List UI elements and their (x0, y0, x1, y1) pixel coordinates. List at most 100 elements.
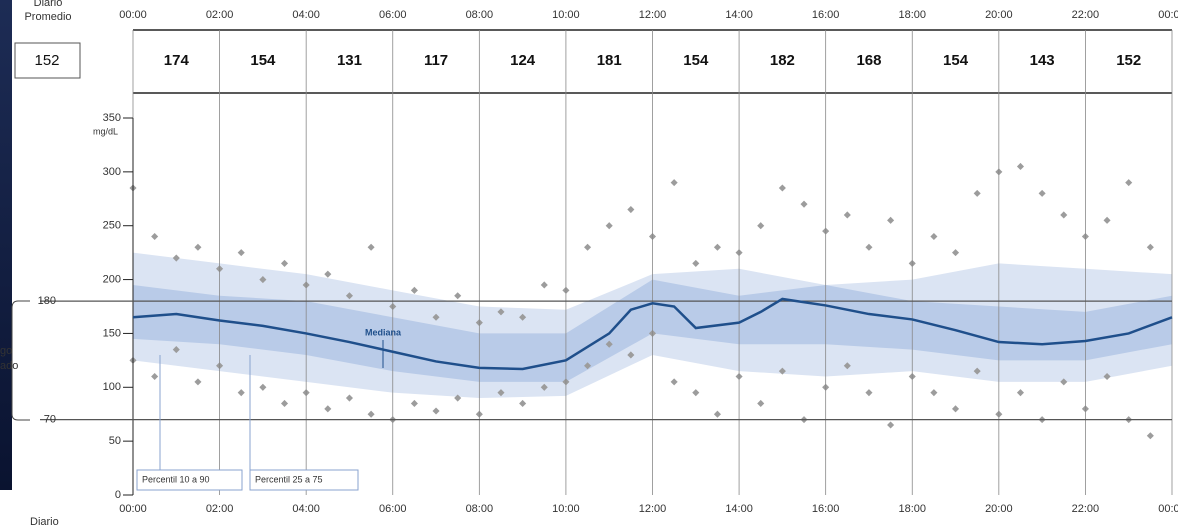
reading (605, 222, 613, 230)
x-tick-label: 00:00 (119, 503, 147, 515)
y-tick-label: 250 (103, 220, 121, 232)
range-label: ado (0, 360, 18, 372)
reading (1125, 179, 1133, 187)
y-unit: mg/dL (93, 126, 118, 136)
reading (887, 421, 895, 429)
reading (692, 389, 700, 397)
period-mean: 124 (510, 52, 536, 69)
reading (194, 243, 202, 251)
reading (237, 389, 245, 397)
x-tick-label: 14:00 (725, 503, 753, 515)
reading (778, 184, 786, 192)
reading (952, 405, 960, 413)
band-legend-label: Percentil 10 a 90 (142, 474, 210, 484)
y-tick-label: 0 (115, 489, 121, 501)
reading (713, 410, 721, 418)
reading (1146, 243, 1154, 251)
period-mean: 131 (337, 52, 362, 69)
reading (887, 216, 895, 224)
period-mean: 168 (856, 52, 881, 69)
reading (757, 399, 765, 407)
y-tick-label: 50 (109, 435, 121, 447)
median-line (132, 297, 1173, 371)
daily-mean-box (14, 42, 81, 79)
x-tick-label-top: 00:00 (119, 9, 147, 21)
reading (432, 313, 440, 321)
reading (540, 281, 548, 289)
x-tick-label-top: 16:00 (812, 9, 840, 21)
y-tick-label: 100 (103, 381, 121, 393)
reading (952, 249, 960, 257)
y-tick-label: 150 (103, 327, 121, 339)
reading (843, 211, 851, 219)
reading (151, 372, 159, 381)
header-diario: Diario (34, 0, 63, 9)
x-tick-label-top: 12:00 (639, 9, 667, 21)
reading (692, 259, 700, 267)
x-tick-label: 00:00 (1158, 503, 1178, 515)
reading (605, 340, 613, 348)
period-mean: 182 (770, 52, 795, 69)
reading (259, 276, 267, 284)
band-legend-box (136, 469, 243, 491)
reading (280, 259, 289, 267)
x-tick-label: 18:00 (898, 503, 926, 515)
reading (497, 308, 505, 316)
x-tick-label: 02:00 (206, 503, 234, 515)
reading (1103, 216, 1111, 224)
reading (410, 399, 418, 407)
x-tick-label-top: 22:00 (1072, 9, 1100, 21)
x-tick-label: 22:00 (1072, 503, 1100, 515)
x-tick-label-top: 04:00 (292, 9, 320, 21)
reading (519, 313, 527, 321)
reading (519, 399, 527, 407)
cropped-label: Diario (30, 516, 59, 526)
reading (259, 383, 267, 391)
reading (151, 232, 159, 241)
period-mean: 154 (943, 52, 969, 69)
reading (1038, 189, 1046, 197)
reading (194, 378, 202, 386)
x-tick-label: 06:00 (379, 503, 407, 515)
range-bracket (11, 300, 30, 421)
reading (540, 383, 548, 391)
reading (280, 399, 289, 407)
x-tick-label-top: 20:00 (985, 9, 1013, 21)
period-mean: 117 (424, 52, 448, 69)
reading (1016, 162, 1025, 171)
reading (1016, 389, 1025, 397)
reading (454, 394, 462, 402)
band-legend-label: Percentil 25 a 75 (255, 474, 323, 484)
reading (345, 394, 353, 402)
reading (410, 286, 418, 294)
range-label: go (0, 345, 12, 357)
reading (865, 389, 873, 397)
reading (627, 351, 635, 359)
reading (843, 362, 851, 370)
x-tick-label: 04:00 (292, 503, 320, 515)
reading (172, 346, 180, 354)
header-promedio: Promedio (24, 11, 71, 23)
x-tick-label: 10:00 (552, 503, 580, 515)
reading (324, 270, 332, 278)
reading (454, 292, 462, 300)
reading (172, 254, 180, 262)
reading (973, 367, 981, 375)
reading (367, 243, 375, 251)
daily-mean: 152 (34, 52, 59, 69)
reading (1060, 211, 1068, 219)
reading (930, 232, 938, 241)
period-mean: 143 (1030, 52, 1055, 69)
reading (432, 407, 440, 415)
x-tick-label: 12:00 (639, 503, 667, 515)
x-tick-label-top: 02:00 (206, 9, 234, 21)
period-mean: 152 (1116, 52, 1141, 69)
reading (627, 206, 635, 214)
reading (930, 389, 938, 397)
period-mean: 181 (597, 52, 622, 69)
x-tick-label-top: 00:00 (1158, 9, 1178, 21)
x-tick-label-top: 18:00 (898, 9, 926, 21)
x-tick-label-top: 14:00 (725, 9, 753, 21)
reading (757, 222, 765, 230)
